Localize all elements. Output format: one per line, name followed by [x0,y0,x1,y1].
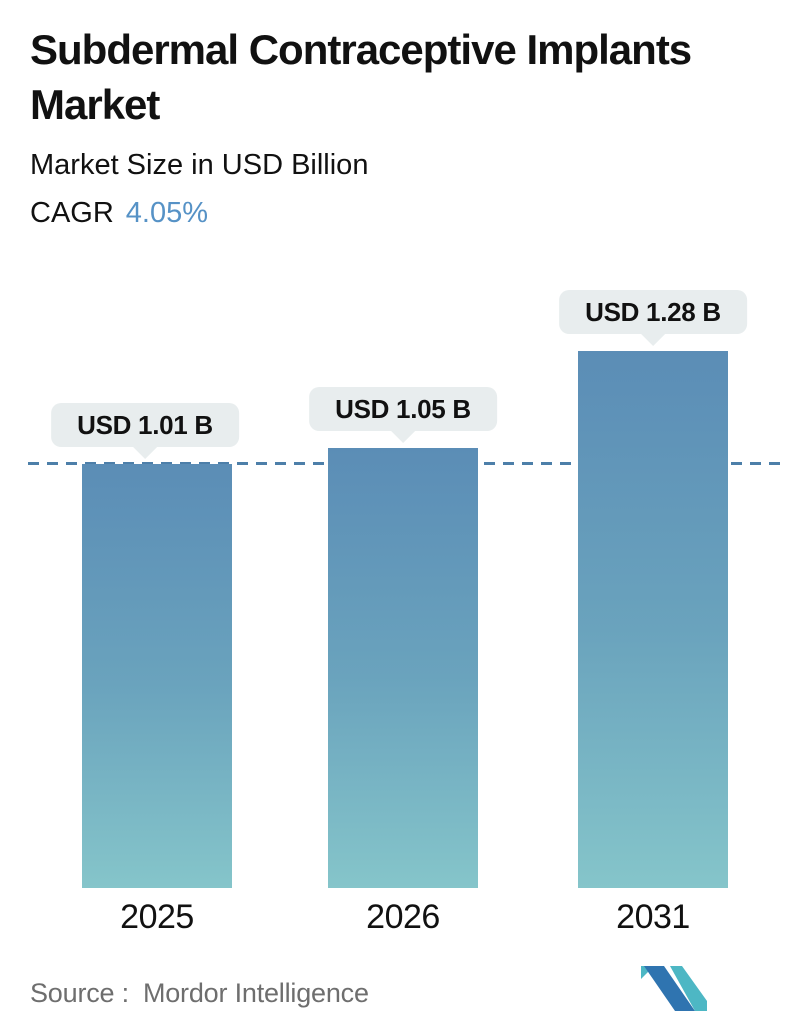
bar-value-callout-2031: USD 1.28 B [559,290,747,346]
cagr-line: CAGR 4.05% [30,196,760,230]
callout-pointer [131,446,158,459]
callout-pointer [389,430,416,443]
page-title: Subdermal Contraceptive Implants Market [30,26,692,128]
cagr-label: CAGR [30,197,114,229]
bar-value-callout-2025: USD 1.01 B [51,403,239,459]
chart-subtitle: Market Size in USD Billion [30,149,369,181]
x-axis-label-2031: 2031 [616,898,690,936]
bar-2026 [328,448,478,888]
bar-value-label: USD 1.01 B [77,410,213,440]
x-axis-label-2026: 2026 [366,898,440,936]
callout-pointer [639,333,666,346]
bar-value-label: USD 1.05 B [335,394,471,424]
source-line: Source : Mordor Intelligence [30,978,369,1009]
bar-2025 [82,464,232,888]
source-value: Mordor Intelligence [142,978,369,1008]
cagr-value: 4.05% [125,197,209,229]
chart-header: Subdermal Contraceptive Implants Market … [30,22,760,230]
mordor-intelligence-logo [641,966,707,1011]
x-axis-label-2025: 2025 [120,898,194,936]
bar-value-callout-2026: USD 1.05 B [309,387,497,443]
bar-value-label: USD 1.28 B [585,297,721,327]
bar-2031 [578,351,728,888]
source-label: Source : [30,978,129,1008]
